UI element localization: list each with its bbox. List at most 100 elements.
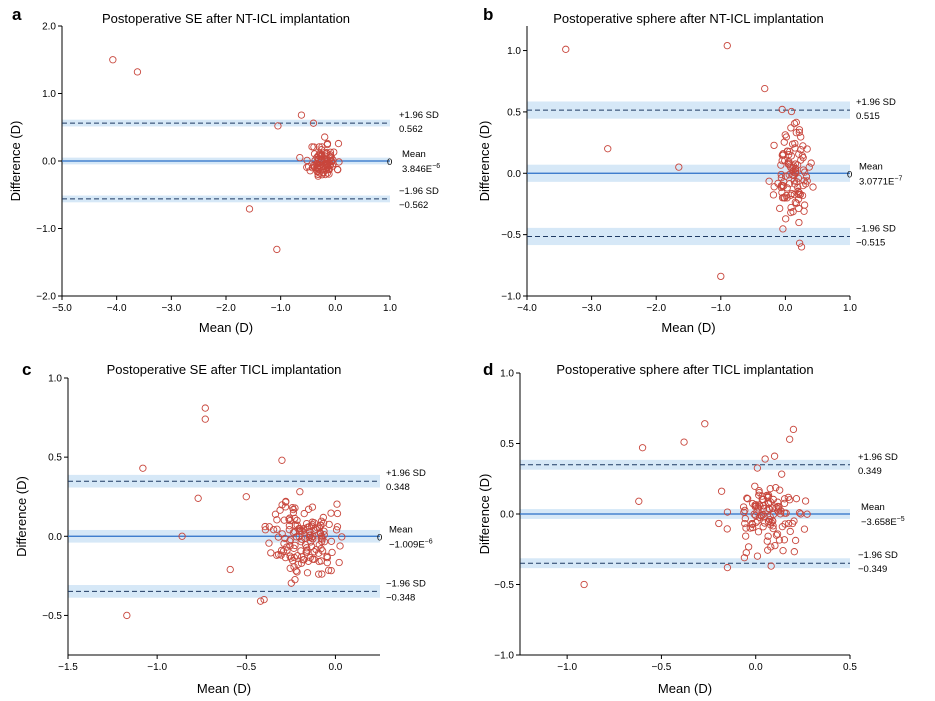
data-point (790, 548, 798, 556)
data-point (303, 548, 311, 556)
data-point (281, 553, 290, 562)
data-point (758, 492, 766, 500)
y-tick-label: 0.0 (48, 532, 62, 543)
x-tick-label: 0.0 (778, 303, 792, 314)
data-point (329, 156, 337, 164)
data-point (799, 142, 807, 150)
data-point (307, 522, 316, 530)
data-point (792, 129, 800, 137)
data-point (763, 506, 771, 514)
data-point (753, 464, 762, 472)
lower-loa-label: −1.96 SD (386, 578, 426, 589)
data-point (274, 122, 282, 130)
data-point (741, 506, 749, 515)
y-tick-label: 1.0 (42, 89, 56, 100)
data-point (795, 218, 803, 227)
data-point (327, 566, 335, 575)
data-point (782, 215, 790, 223)
data-point (767, 562, 775, 570)
data-point (770, 183, 778, 191)
data-point (792, 169, 800, 177)
data-point (765, 504, 773, 512)
lower-loa-label: −1.96 SD (856, 223, 896, 234)
data-point (780, 178, 788, 186)
data-point (801, 168, 809, 176)
data-point (291, 576, 299, 584)
chart-title: Postoperative SE after NT-ICL implantati… (102, 11, 350, 26)
upper-loa-value: 0.562 (399, 124, 423, 135)
lower-loa-value: −0.515 (856, 237, 885, 248)
x-tick-label: 0.0 (749, 662, 763, 673)
data-point (797, 133, 805, 141)
data-point (293, 568, 301, 576)
x-tick-label: 0.5 (843, 662, 857, 673)
data-point (295, 533, 303, 541)
data-point (562, 45, 570, 53)
x-tick-label: −1.5 (58, 662, 78, 673)
upper-loa-label: +1.96 SD (399, 110, 439, 121)
data-point (269, 526, 278, 534)
x-tick-label: −0.5 (652, 662, 672, 673)
data-point (322, 149, 331, 157)
data-point (764, 532, 772, 540)
data-point (321, 133, 329, 141)
data-point (296, 153, 304, 162)
y-tick-label: 1.0 (507, 46, 521, 57)
data-point (279, 547, 288, 555)
data-point (782, 191, 790, 200)
data-point (748, 520, 757, 529)
y-tick-label: 0.0 (500, 510, 514, 521)
data-point (321, 170, 330, 179)
y-tick-label: −1.0 (36, 224, 56, 235)
x-tick-label: −5.0 (52, 303, 72, 314)
data-point (315, 162, 323, 170)
data-point (313, 153, 321, 162)
data-point (319, 168, 327, 177)
y-axis-label: Difference (D) (477, 474, 492, 555)
data-point (787, 107, 796, 116)
mean-value-exponent: −6 (432, 163, 440, 170)
y-tick-label: 1.0 (500, 369, 514, 380)
data-point (307, 542, 316, 551)
chart-title: Postoperative SE after TICL implantation (107, 362, 342, 377)
data-point (314, 170, 322, 179)
data-point (778, 470, 786, 478)
data-point (635, 497, 643, 505)
data-point (744, 495, 752, 503)
data-point (754, 528, 763, 536)
data-point (274, 533, 283, 541)
data-point (786, 435, 794, 443)
data-point (109, 56, 117, 64)
y-axis-label: Difference (D) (477, 121, 492, 202)
data-point (803, 177, 811, 185)
data-point (786, 527, 794, 536)
upper-loa-value: 0.349 (858, 466, 882, 477)
x-tick-label: 0.0 (328, 662, 342, 673)
x-tick-label: −1.0 (271, 303, 291, 314)
mean-value-exponent: −7 (894, 175, 902, 182)
x-tick-label: 1.0 (843, 303, 857, 314)
mean-value: −3.658E−5 (861, 516, 905, 528)
data-point (776, 486, 784, 494)
data-point (795, 204, 803, 213)
data-point (723, 525, 731, 533)
data-point (314, 549, 323, 557)
data-point (290, 553, 298, 562)
data-point (296, 488, 304, 496)
data-point (781, 520, 789, 528)
data-point (807, 159, 815, 167)
panel-letter: b (483, 5, 493, 24)
data-point (792, 118, 800, 127)
data-point (740, 554, 749, 562)
data-point (309, 119, 318, 127)
x-axis-label: Mean (D) (661, 320, 715, 335)
data-point (744, 543, 753, 551)
zero-line-label: 0 (377, 532, 382, 543)
data-point (308, 143, 316, 151)
data-point (291, 504, 299, 512)
data-point (333, 509, 342, 518)
data-point (317, 545, 325, 553)
data-point (797, 510, 805, 518)
data-point (291, 541, 299, 550)
data-point (723, 563, 732, 572)
